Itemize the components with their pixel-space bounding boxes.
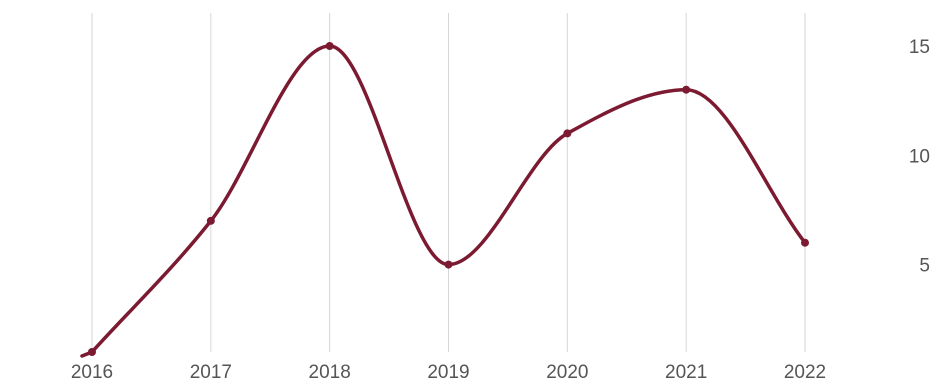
x-tick-label: 2022	[784, 362, 826, 382]
vertical-grid	[91, 13, 806, 352]
data-point-2016[interactable]	[88, 348, 96, 356]
data-point-2022[interactable]	[801, 238, 809, 247]
x-tick-label: 2016	[71, 362, 113, 382]
series-layer	[80, 42, 809, 358]
data-point-2020[interactable]	[563, 129, 572, 138]
y-tick-label: 5	[919, 256, 930, 277]
y-tick-label: 15	[909, 37, 930, 58]
x-tick-label: 2019	[427, 362, 469, 382]
x-tick-label: 2017	[190, 362, 232, 382]
x-tick-label: 2018	[309, 362, 351, 382]
x-axis: 2016 2017 2018 2019 2020 2021 2022	[71, 362, 826, 382]
data-point-2019[interactable]	[444, 260, 453, 269]
data-point-2017[interactable]	[206, 216, 215, 225]
data-point-2021[interactable]	[682, 85, 691, 94]
data-point-2018[interactable]	[325, 42, 334, 50]
x-tick-label: 2020	[546, 362, 588, 382]
y-tick-label: 10	[909, 146, 930, 167]
x-tick-label: 2021	[665, 362, 707, 382]
y-axis: 5 10 15	[909, 37, 930, 277]
